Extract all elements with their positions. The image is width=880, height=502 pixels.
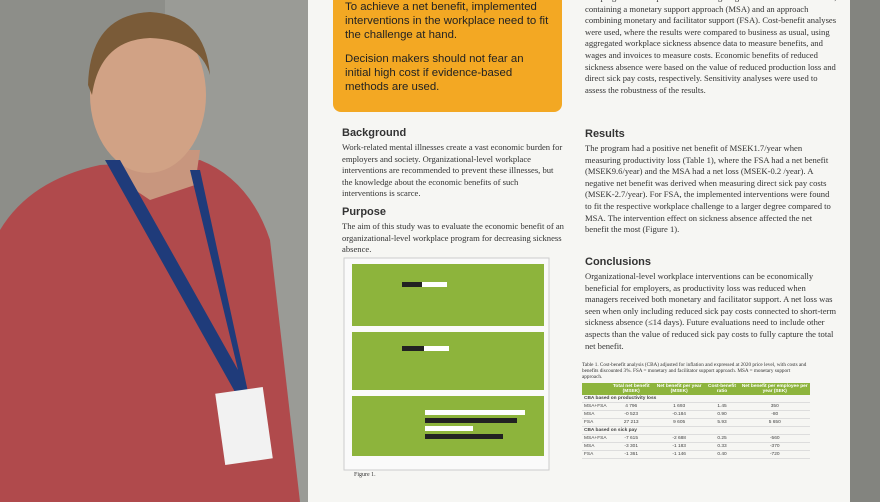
purpose-section: Purpose The aim of this study was to eva… <box>342 206 564 256</box>
table-cell: -720 <box>739 450 810 459</box>
table-cell: -7 615 <box>608 434 654 443</box>
cba-table: Total net benefit (MSEK) Net benefit per … <box>582 383 810 459</box>
table-cell: 0.40 <box>704 450 740 459</box>
table-row: MSA -3 301 -1 183 0.33 -370 <box>582 442 810 451</box>
face <box>90 17 206 173</box>
section-text: The program had a positive net benefit o… <box>585 143 831 235</box>
background-section: Background Work-related mental illnesses… <box>342 127 564 200</box>
figure-bar <box>424 346 449 351</box>
results-section: Results The program had a positive net b… <box>585 128 837 236</box>
table-cell: 0.25 <box>704 434 740 443</box>
lanyard <box>105 160 248 392</box>
table-cell: -370 <box>739 442 810 451</box>
wall-edge <box>848 0 880 502</box>
table-header: Net benefit per year (MSEK) <box>653 383 705 395</box>
table-row: CBA based on sick pay <box>582 426 810 435</box>
table-cell: -560 <box>739 434 810 443</box>
section-text: Work-related mental illnesses create a v… <box>342 142 563 199</box>
table-cell: 350 <box>739 402 810 411</box>
table-cell: -1 183 <box>653 442 705 451</box>
key-messages: To achieve a net benefit, implemented in… <box>333 0 562 112</box>
table-row: MSA+FSA 4 796 1 693 1.45 350 <box>582 402 810 411</box>
section-text: Organizational-level workplace intervent… <box>585 271 837 351</box>
table-cell: MSA <box>582 442 609 451</box>
name-badge <box>215 387 273 465</box>
table-cell: -1 146 <box>653 450 705 459</box>
table-cell: 0.90 <box>704 410 740 419</box>
table-header: Net benefit per employee per year (SEK) <box>739 383 810 395</box>
figure-bar <box>402 346 424 351</box>
table-cell: MSA+FSA <box>582 434 609 443</box>
table-cell: MSA <box>582 410 609 419</box>
table-cell: 27 213 <box>608 418 654 427</box>
table-row: FSA 27 213 9 605 5.93 5 650 <box>582 418 810 427</box>
table-cell: MSA+FSA <box>582 402 609 411</box>
section-heading: Conclusions <box>585 256 652 268</box>
table-cell: 1 693 <box>653 402 705 411</box>
table-cell: 0.33 <box>704 442 740 451</box>
table-group: CBA based on productivity loss <box>582 395 810 403</box>
table-row: FSA -1 361 -1 146 0.40 -720 <box>582 450 810 459</box>
table-cell: FSA <box>582 450 609 459</box>
table-block: Table 1. Cost-benefit analysis (CBA) adj… <box>582 362 810 459</box>
figure-bar <box>425 434 503 439</box>
figure-panel <box>352 332 544 390</box>
table-caption: Table 1. Cost-benefit analysis (CBA) adj… <box>582 362 807 380</box>
section-heading: Purpose <box>342 206 387 218</box>
table-cell: -1 361 <box>608 450 654 459</box>
figure-bar <box>402 282 422 287</box>
figure-bar <box>425 426 473 431</box>
table-corner <box>582 383 609 395</box>
table-cell: -3 301 <box>608 442 654 451</box>
hair <box>88 12 210 95</box>
table-cell: 5 650 <box>739 418 810 427</box>
methods-text: The program was implemented in a large r… <box>585 0 837 95</box>
table-row: CBA based on productivity loss <box>582 395 810 403</box>
table-row: MSA+FSA -7 615 -2 688 0.25 -560 <box>582 434 810 443</box>
key-message: To achieve a net benefit, implemented in… <box>345 1 549 41</box>
figure-bar <box>425 418 517 423</box>
conclusions-section: Conclusions Organizational-level workpla… <box>585 256 837 352</box>
table-cell: -0 523 <box>608 410 654 419</box>
table-header: Total net benefit (MSEK) <box>608 383 654 395</box>
table-group: CBA based on sick pay <box>582 426 810 435</box>
key-message: Decision makers should not fear an initi… <box>345 53 524 93</box>
figure-bar <box>422 282 447 287</box>
table-row: MSA -0 523 -0.184 0.90 -80 <box>582 410 810 419</box>
section-text: The aim of this study was to evaluate th… <box>342 221 564 255</box>
table-cell: 5.93 <box>704 418 740 427</box>
table-header: Cost-benefit ratio <box>704 383 740 395</box>
table-cell: 1.45 <box>704 402 740 411</box>
figure-caption: Figure 1. <box>354 472 376 478</box>
table-cell: -0.184 <box>653 410 705 419</box>
section-heading: Results <box>585 128 625 140</box>
table-cell: FSA <box>582 418 609 427</box>
table-cell: -2 688 <box>653 434 705 443</box>
table-cell: 9 605 <box>653 418 705 427</box>
figure-panel <box>352 264 544 326</box>
table-cell: 4 796 <box>608 402 654 411</box>
table-cell: -80 <box>739 410 810 419</box>
section-heading: Background <box>342 127 407 139</box>
figure-bar <box>425 410 525 415</box>
